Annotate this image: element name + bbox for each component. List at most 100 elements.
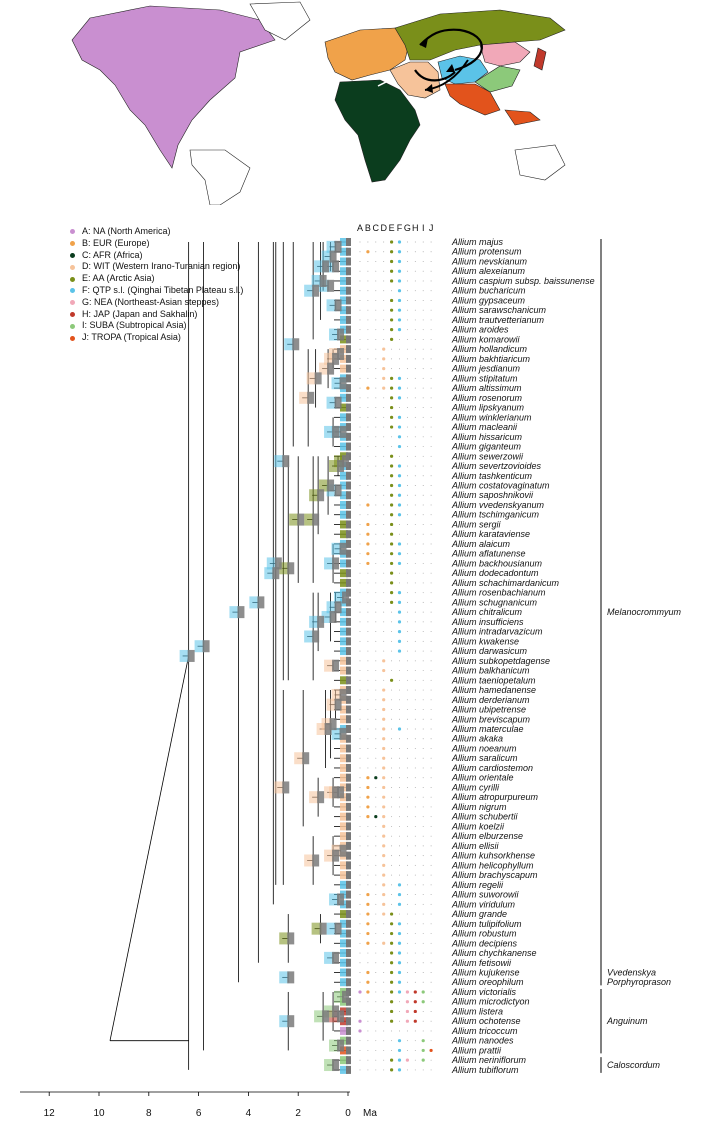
distribution-dot: [422, 933, 424, 934]
node-area-box: [309, 615, 320, 628]
node-area-box: [324, 659, 335, 672]
taxon-label: Allium suworowii: [451, 890, 520, 900]
distribution-dot: [397, 1058, 402, 1062]
distribution-dot: [414, 670, 416, 672]
node-area-box: [274, 455, 285, 468]
taxon-label: Allium helicophyllum: [451, 860, 534, 870]
tip-area-box: [346, 267, 351, 276]
legend-swatch: [70, 241, 75, 247]
tip-area-box: [340, 520, 348, 529]
distribution-dot: [422, 981, 424, 983]
taxon-label: Allium microdictyon: [451, 997, 530, 1007]
distribution-dot: [391, 864, 393, 866]
distribution-dot: [406, 299, 408, 301]
legend-item: I: SUBA (Subtropical Asia): [70, 320, 243, 332]
tip-area-box: [340, 822, 348, 831]
distribution-dot: [406, 553, 408, 555]
distribution-dot: [414, 270, 416, 272]
node-area-box: [312, 513, 320, 526]
distribution-dot: [375, 319, 377, 321]
distribution-dot: [406, 601, 408, 603]
distribution-dot: [390, 591, 394, 595]
distribution-dot: [391, 748, 393, 749]
distribution-dot: [422, 816, 424, 818]
distribution-dot: [414, 504, 416, 506]
taxon-label: Allium oreophilum: [451, 977, 524, 987]
distribution-dot: [397, 308, 402, 312]
node-area-box: [272, 567, 280, 580]
taxon-label: Allium taeniopetalum: [451, 675, 536, 685]
distribution-dot: [422, 777, 424, 779]
node-area-box: [306, 372, 317, 385]
distribution-dot: [422, 280, 424, 282]
distribution-dot: [397, 376, 402, 380]
distribution-dot: [359, 416, 361, 418]
distribution-dot: [430, 475, 432, 477]
node-area-box: [324, 849, 335, 862]
distribution-dot: [430, 903, 432, 905]
taxon-label: Allium lipskyanum: [451, 403, 525, 413]
distribution-dot: [367, 631, 369, 633]
distribution-dot: [406, 1049, 408, 1051]
distribution-dot: [383, 601, 385, 603]
distribution-dot: [399, 1001, 400, 1003]
legend-item: D: WIT (Western Irano-Turanian region): [70, 261, 243, 273]
taxon-label: Allium robustum: [451, 929, 517, 939]
distribution-dot: [430, 329, 432, 331]
distribution-dot: [367, 874, 369, 876]
distribution-dot: [422, 299, 424, 301]
distribution-dot: [397, 561, 402, 566]
tip-area-box: [340, 978, 348, 987]
distribution-dot: [406, 874, 408, 876]
distribution-dot: [406, 660, 408, 662]
tip-area-box: [346, 832, 351, 841]
distribution-dot: [397, 970, 402, 975]
tip-area-box: [340, 666, 348, 675]
distribution-dot: [414, 485, 416, 486]
node-area-box: [332, 260, 340, 273]
distribution-dot: [391, 786, 393, 788]
distribution-dot: [422, 913, 424, 915]
distribution-dot: [366, 892, 370, 897]
distribution-dot: [390, 532, 394, 536]
node-area-box: [327, 479, 335, 492]
distribution-dot: [390, 259, 394, 264]
distribution-dot: [359, 1069, 361, 1071]
taxon-label: Allium viridulum: [451, 899, 516, 909]
distribution-dot: [430, 777, 432, 779]
distribution-dot: [366, 941, 370, 945]
distribution-dot: [397, 415, 402, 419]
node-area-box: [314, 1010, 325, 1023]
taxon-label: Allium schubertii: [451, 812, 519, 822]
region-south-america: [189, 149, 251, 205]
distribution-dot: [406, 709, 408, 710]
tip-area-box: [346, 559, 351, 568]
tip-area-box: [340, 919, 348, 928]
node-area-box: [317, 615, 325, 628]
region-column-header: E: [389, 223, 395, 233]
distribution-dot: [383, 309, 385, 311]
section-label: Vvedenskya: [607, 968, 656, 978]
distribution-dot: [359, 270, 361, 272]
tip-area-box: [346, 1036, 351, 1045]
distribution-dot: [430, 514, 432, 516]
distribution-dot: [359, 446, 361, 447]
legend-item: J: TROPA (Tropical Asia): [70, 332, 243, 344]
node-area-box: [342, 990, 350, 1003]
distribution-dot: [422, 874, 424, 876]
distribution-dot: [358, 1029, 362, 1033]
node-area-box: [284, 338, 295, 351]
distribution-dot: [397, 386, 402, 390]
taxon-label: Allium alaicum: [451, 539, 511, 549]
distribution-dot: [366, 776, 370, 780]
distribution-dot: [406, 913, 408, 915]
distribution-dot: [397, 990, 402, 994]
distribution-dot: [406, 972, 408, 973]
distribution-dot: [414, 923, 416, 925]
distribution-dot: [414, 475, 416, 477]
taxon-label: Allium elburzense: [451, 831, 523, 841]
distribution-dot: [399, 855, 400, 857]
distribution-dot: [414, 465, 416, 467]
distribution-dot: [375, 728, 377, 730]
distribution-dot: [382, 367, 386, 371]
